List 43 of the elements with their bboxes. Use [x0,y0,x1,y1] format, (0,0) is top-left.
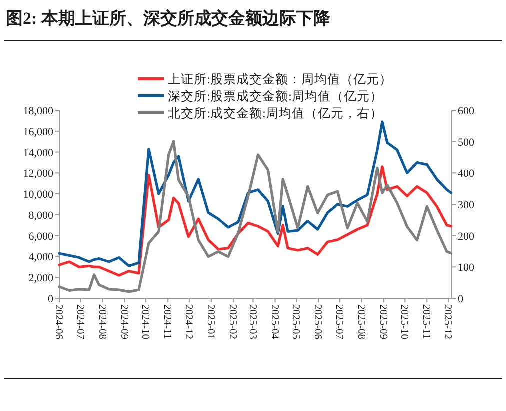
x-tick-label: 2025-04 [268,304,280,340]
x-tick-label: 2025-08 [355,304,366,340]
y-tick-label: 6,000 [28,230,54,243]
y-tick-label: 10,000 [23,189,54,202]
line-series [58,166,453,277]
y-tick-label: 12,000 [23,168,54,180]
y2-tick-label: 500 [458,136,475,149]
y-tick-label: 8,000 [28,210,54,222]
x-tick-label: 2025-12 [442,304,453,340]
y2-tick-label: 600 [458,106,475,118]
x-tick-label: 2024-09 [118,304,130,340]
x-tick-label: 2025-06 [312,304,324,340]
x-tick-label: 2024-06 [53,304,64,340]
x-tick-label: 2025-07 [333,304,344,340]
y-tick-label: 2,000 [28,272,54,285]
legend-label: 深交所:股票成交金额:周均值（亿元） [168,88,383,104]
x-tick-label: 2025-03 [246,304,258,340]
x-tick-label: 2024-07 [74,304,86,340]
legend-label: 北交所:成交金额:周均值（亿元，右） [168,106,383,120]
x-tick-label: 2025-10 [398,304,410,340]
x-tick-label: 2024-12 [182,304,194,340]
y-tick-label: 0 [48,294,54,306]
chart-title: 图2: 本期上证所、深交所成交金额边际下降 [6,9,332,28]
y2-tick-label: 300 [458,200,475,212]
x-tick-label: 2025-09 [377,304,388,340]
y-tick-label: 4,000 [28,252,54,264]
x-tick-label: 2025-05 [290,304,302,340]
x-tick-label: 2025-02 [226,304,238,340]
y-tick-label: 18,000 [23,106,54,118]
y-tick-label: 14,000 [23,147,54,160]
y2-tick-label: 400 [458,168,475,180]
x-tick-label: 2025-01 [204,304,216,340]
x-tick-label: 2024-10 [140,304,151,340]
x-tick-label: 2025-11 [420,304,432,340]
y2-tick-label: 200 [458,230,475,243]
x-tick-label: 2024-08 [96,304,108,340]
x-tick-label: 2024-11 [162,304,173,340]
line-series [58,140,453,294]
y2-tick-label: 0 [458,294,464,306]
legend-label: 上证所:股票成交金额：周均值（亿元） [168,72,392,86]
y2-tick-label: 100 [458,262,475,274]
line-series [58,120,453,268]
y-tick-label: 16,000 [23,126,54,138]
